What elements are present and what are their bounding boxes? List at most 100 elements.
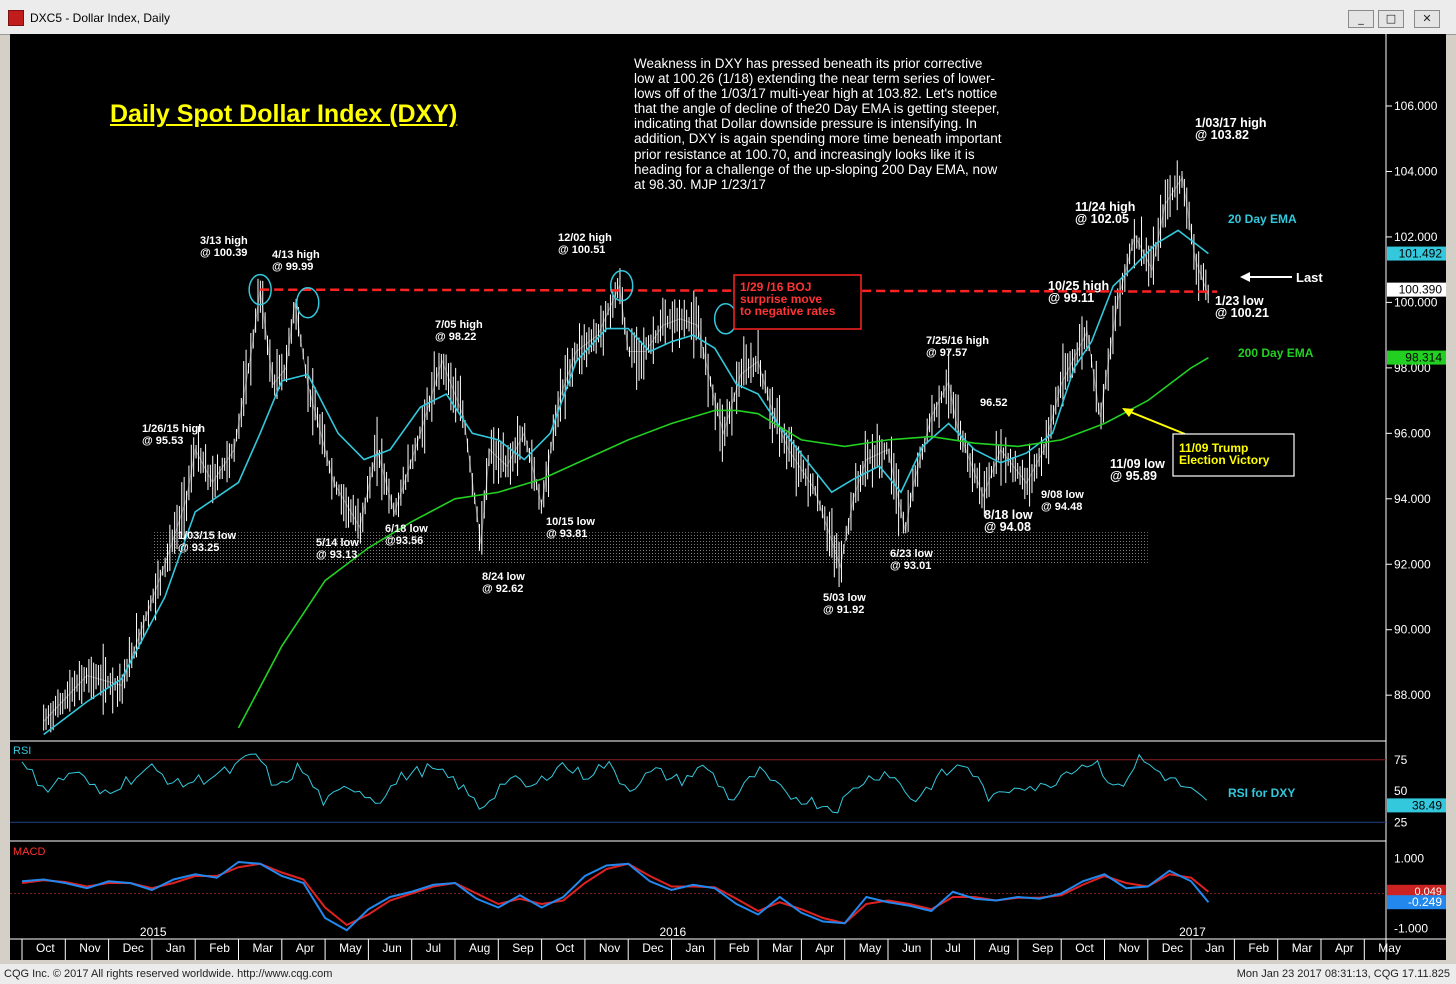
price-annotation: 11/24 high: [1075, 200, 1135, 214]
x-month-label: May: [859, 941, 882, 955]
x-month-label: Jun: [382, 941, 401, 955]
macd-tick-label: 1.000: [1394, 852, 1424, 866]
minimize-button[interactable]: _: [1348, 10, 1374, 28]
price-annotation: 1/26/15 high: [142, 423, 205, 435]
chart-title: Daily Spot Dollar Index (DXY): [110, 100, 458, 128]
x-month-label: Mar: [253, 941, 274, 955]
x-month-label: Jan: [166, 941, 185, 955]
rsi-tick-label: 50: [1394, 784, 1408, 798]
ema200-label: 200 Day EMA: [1238, 346, 1314, 360]
x-month-label: Dec: [642, 941, 663, 955]
y-tick-label: 100.000: [1394, 295, 1438, 309]
price-annotation: @ 100.21: [1215, 306, 1269, 320]
x-month-label: Aug: [469, 941, 490, 955]
x-month-label: Jan: [686, 941, 705, 955]
price-series-line: [43, 175, 1209, 722]
y-tick-label: 96.000: [1394, 426, 1431, 440]
commentary: Weakness in DXY has pressed beneath its …: [634, 56, 1074, 192]
price-annotation: 96.52: [980, 397, 1008, 409]
trump-box: [1172, 433, 1295, 477]
x-month-label: Aug: [989, 941, 1010, 955]
window-title: DXC5 - Dollar Index, Daily: [30, 11, 171, 25]
price-annotation: @ 95.53: [142, 435, 183, 447]
price-annotation: @ 94.08: [984, 520, 1031, 534]
close-button[interactable]: ✕: [1414, 10, 1440, 28]
commentary-line: heading for a challenge of the up-slopin…: [634, 161, 998, 177]
commentary-line: addition, DXY is again spending more tim…: [634, 131, 1002, 147]
price-annotation: @ 93.13: [316, 549, 357, 561]
x-month-label: Sep: [1032, 941, 1054, 955]
price-annotation: 8/24 low: [482, 571, 525, 583]
price-annotation: 1/23 low: [1215, 294, 1264, 308]
x-year-label: 2017: [1179, 925, 1206, 939]
x-month-label: May: [339, 941, 362, 955]
price-annotation: @ 102.05: [1075, 212, 1129, 226]
commentary-line: prior resistance at 100.70, and increasi…: [634, 146, 975, 162]
last-price-box: 100.390: [1399, 283, 1443, 297]
boj-annotation: to negative rates: [740, 304, 836, 318]
window-title-bar: DXC5 - Dollar Index, Daily _ □ ✕: [0, 0, 1456, 35]
app-logo-icon: [8, 10, 24, 26]
x-month-label: Nov: [1119, 941, 1140, 955]
price-annotation: 7/25/16 high: [926, 335, 989, 347]
price-annotation: @ 97.57: [926, 347, 967, 359]
macd-tick-label: -1.000: [1394, 922, 1428, 936]
rsi-value-box-bg: [1387, 798, 1446, 813]
price-annotation: @ 93.25: [178, 542, 219, 554]
x-month-label: Oct: [36, 941, 55, 955]
price-annotation: @ 93.81: [546, 528, 587, 540]
chart-svg[interactable]: 106.000104.000102.000100.00098.00096.000…: [10, 34, 1446, 960]
x-month-label: Apr: [1335, 941, 1354, 955]
last-price-box-bg: [1387, 282, 1446, 297]
price-annotation: 1/03/15 low: [178, 530, 237, 542]
commentary-line: indicating that Dollar downside pressure…: [634, 116, 977, 132]
support-zone: [151, 532, 1148, 565]
maximize-button[interactable]: □: [1378, 10, 1404, 28]
trump-arrow: [1127, 410, 1186, 435]
y-tick-label: 106.000: [1394, 99, 1438, 113]
y-tick-label: 104.000: [1394, 164, 1438, 178]
commentary-line: at 98.30. MJP 1/23/17: [634, 176, 766, 192]
rsi-tick-label: 25: [1394, 815, 1408, 829]
price-annotation: @93.56: [385, 535, 423, 547]
boj-box: [733, 274, 862, 330]
price-annotation: @ 91.92: [823, 604, 864, 616]
price-annotation: 12/02 high: [558, 232, 612, 244]
x-month-label: Jul: [945, 941, 960, 955]
macd-line: [21, 860, 1210, 932]
rsi-value-box: 38.49: [1412, 798, 1442, 812]
commentary-line: that the angle of decline of the20 Day E…: [634, 101, 1000, 117]
timestamp-text: Mon Jan 23 2017 08:31:13, CQG 17.11.825: [1236, 968, 1450, 980]
x-month-label: Sep: [512, 941, 534, 955]
price-annotation: 6/18 low: [385, 523, 428, 535]
boj-annotation: surprise move: [740, 292, 822, 306]
price-annotation: @ 99.99: [272, 261, 313, 273]
x-month-label: Dec: [123, 941, 144, 955]
ema20-value-box-bg: [1387, 246, 1446, 261]
price-annotation: 5/03 low: [823, 592, 866, 604]
price-annotation: @ 95.89: [1110, 469, 1157, 483]
trump-annotation: 11/09 Trump: [1179, 441, 1248, 455]
x-year-label: 2016: [660, 925, 687, 939]
price-annotation: @ 103.82: [1195, 128, 1249, 142]
price-annotation: @ 93.01: [890, 560, 931, 572]
boj-annotation: 1/29 /16 BOJ: [740, 280, 811, 294]
macd-value-box: -0.249: [1408, 895, 1442, 909]
x-month-label: Feb: [209, 941, 230, 955]
commentary-line: low at 100.26 (1/18) extending the near …: [634, 71, 995, 87]
price-annotation: 4/13 high: [272, 249, 320, 261]
rsi-title: RSI: [13, 745, 31, 757]
x-month-label: Mar: [1292, 941, 1313, 955]
price-annotation: 7/05 high: [435, 319, 483, 331]
highlight-circle: [248, 273, 272, 306]
ema20-label: 20 Day EMA: [1228, 212, 1297, 226]
y-tick-label: 102.000: [1394, 230, 1438, 244]
trump-annotation: Election Victory: [1179, 453, 1270, 467]
price-annotation: @ 94.48: [1041, 501, 1082, 513]
price-annotation: 3/13 high: [200, 235, 248, 247]
copyright-text: CQG Inc. © 2017 All rights reserved worl…: [4, 968, 333, 980]
chart-area[interactable]: 106.000 104.000 102.000 100.000 98.000 96.000…: [10, 34, 1446, 960]
price-annotation: 1/03/17 high: [1195, 116, 1267, 130]
price-annotation: 10/15 low: [546, 516, 595, 528]
x-month-label: Nov: [79, 941, 100, 955]
